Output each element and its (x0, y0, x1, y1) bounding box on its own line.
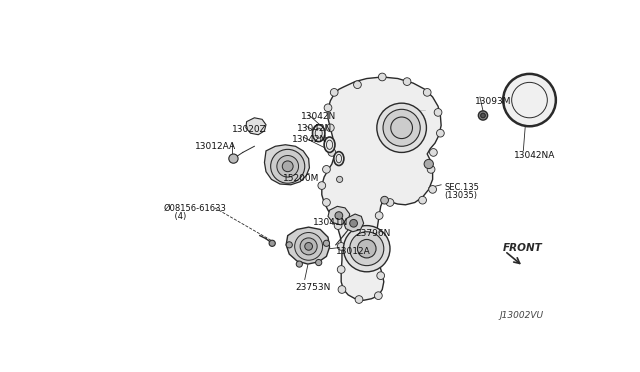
Circle shape (271, 150, 305, 183)
Circle shape (403, 78, 411, 86)
Circle shape (305, 243, 312, 250)
Polygon shape (286, 227, 330, 264)
Ellipse shape (324, 137, 335, 153)
Text: Ø08156-61633: Ø08156-61633 (164, 204, 227, 213)
Circle shape (296, 261, 303, 267)
Text: 15200M: 15200M (283, 174, 319, 183)
Circle shape (328, 148, 336, 156)
Circle shape (349, 219, 358, 227)
Text: 23796N: 23796N (355, 230, 390, 238)
Circle shape (337, 243, 345, 250)
Circle shape (286, 242, 292, 248)
Circle shape (423, 89, 431, 96)
Circle shape (429, 148, 437, 156)
Circle shape (294, 232, 323, 260)
Circle shape (323, 199, 330, 206)
Circle shape (337, 176, 343, 183)
Circle shape (429, 186, 436, 193)
Circle shape (323, 240, 330, 246)
Circle shape (374, 292, 382, 299)
Circle shape (324, 104, 332, 112)
Text: 23753N: 23753N (296, 283, 331, 292)
Circle shape (349, 232, 384, 266)
Circle shape (372, 233, 380, 241)
Circle shape (338, 286, 346, 294)
Circle shape (424, 159, 433, 169)
Circle shape (381, 196, 388, 204)
Text: 13093M: 13093M (476, 97, 512, 106)
Circle shape (277, 155, 298, 177)
Text: 13042N: 13042N (292, 135, 328, 144)
Circle shape (353, 81, 362, 89)
Circle shape (335, 212, 343, 219)
Text: 13042N: 13042N (297, 124, 332, 133)
Circle shape (300, 238, 317, 255)
Circle shape (334, 222, 342, 230)
Circle shape (282, 161, 293, 172)
Text: 13012A: 13012A (336, 247, 371, 256)
Circle shape (386, 199, 394, 206)
Polygon shape (328, 206, 349, 225)
Ellipse shape (334, 152, 344, 166)
Circle shape (436, 129, 444, 137)
Text: 13041N: 13041N (312, 218, 348, 227)
Ellipse shape (312, 125, 325, 142)
Circle shape (377, 103, 426, 153)
Text: J13002VU: J13002VU (499, 311, 543, 320)
Text: (4): (4) (164, 212, 186, 221)
Circle shape (377, 272, 385, 279)
Polygon shape (322, 77, 441, 300)
Circle shape (316, 260, 322, 266)
Circle shape (269, 240, 275, 246)
Circle shape (323, 166, 330, 173)
Circle shape (503, 74, 556, 126)
Circle shape (428, 166, 435, 173)
Polygon shape (264, 145, 309, 185)
Polygon shape (344, 214, 364, 232)
Circle shape (344, 225, 390, 272)
Circle shape (478, 111, 488, 120)
Circle shape (372, 255, 380, 263)
Text: (13035): (13035) (444, 191, 477, 200)
Circle shape (334, 155, 340, 162)
Circle shape (375, 212, 383, 219)
Circle shape (326, 124, 334, 132)
Circle shape (337, 266, 345, 273)
Circle shape (391, 117, 412, 139)
Circle shape (383, 109, 420, 146)
Circle shape (419, 196, 426, 204)
Circle shape (355, 296, 363, 303)
Circle shape (318, 182, 326, 189)
Text: FRONT: FRONT (503, 243, 543, 253)
Circle shape (330, 89, 338, 96)
Text: 13042N: 13042N (301, 112, 336, 121)
Text: 13020Z: 13020Z (232, 125, 267, 135)
Circle shape (378, 73, 386, 81)
Polygon shape (246, 118, 266, 135)
Text: 13012AA: 13012AA (195, 142, 236, 151)
Circle shape (434, 109, 442, 116)
Circle shape (229, 154, 238, 163)
Circle shape (481, 113, 485, 118)
Text: 13042NA: 13042NA (514, 151, 556, 160)
Circle shape (358, 240, 376, 258)
Text: SEC.135: SEC.135 (444, 183, 479, 192)
